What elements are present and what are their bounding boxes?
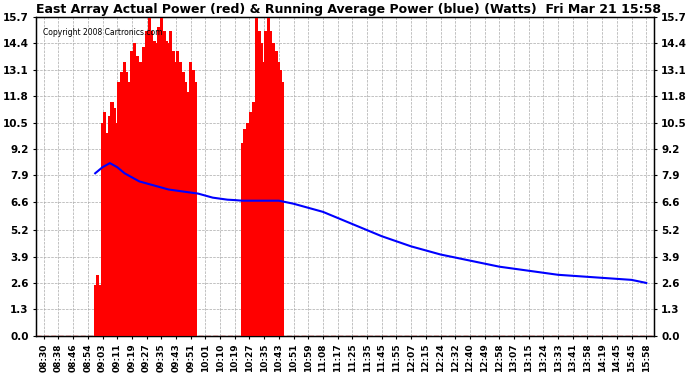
Bar (246, 123, 250, 336)
Bar (120, 72, 124, 336)
Bar (167, 44, 170, 336)
Bar (157, 27, 161, 336)
Bar (96, 275, 99, 336)
Bar (279, 70, 282, 336)
Bar (262, 62, 265, 336)
Bar (184, 82, 187, 336)
Bar (142, 47, 146, 336)
Bar (123, 62, 126, 336)
Bar (241, 143, 244, 336)
Bar (176, 51, 179, 336)
Bar (249, 112, 253, 336)
Bar (98, 285, 101, 336)
Bar (130, 51, 134, 336)
Bar (150, 31, 153, 336)
Text: Copyright 2008 Cartronics.com: Copyright 2008 Cartronics.com (43, 28, 162, 37)
Bar (117, 82, 120, 336)
Bar (103, 112, 106, 336)
Bar (148, 17, 151, 336)
Bar (271, 44, 275, 336)
Bar (128, 82, 130, 336)
Bar (159, 17, 163, 336)
Bar (112, 108, 116, 336)
Bar (94, 285, 97, 336)
Bar (281, 82, 284, 336)
Bar (181, 72, 185, 336)
Bar (277, 62, 279, 336)
Bar (259, 44, 263, 336)
Bar (267, 17, 270, 336)
Bar (163, 31, 166, 336)
Text: East Array Actual Power (red) & Running Average Power (blue) (Watts)  Fri Mar 21: East Array Actual Power (red) & Running … (37, 3, 662, 16)
Bar (179, 62, 182, 336)
Bar (253, 102, 255, 336)
Bar (244, 129, 247, 336)
Bar (255, 17, 259, 336)
Bar (133, 44, 137, 336)
Bar (145, 31, 148, 336)
Bar (191, 70, 195, 336)
Bar (155, 44, 159, 336)
Bar (108, 116, 112, 336)
Bar (101, 123, 104, 336)
Bar (257, 31, 261, 336)
Bar (125, 72, 128, 336)
Bar (264, 31, 267, 336)
Bar (171, 51, 175, 336)
Bar (169, 31, 172, 336)
Bar (152, 41, 155, 336)
Bar (193, 82, 197, 336)
Bar (115, 123, 118, 336)
Bar (275, 51, 277, 336)
Bar (189, 62, 193, 336)
Bar (174, 62, 177, 336)
Bar (106, 133, 108, 336)
Bar (186, 92, 189, 336)
Bar (136, 56, 139, 336)
Bar (165, 41, 168, 336)
Bar (269, 31, 273, 336)
Bar (139, 62, 142, 336)
Bar (110, 102, 114, 336)
